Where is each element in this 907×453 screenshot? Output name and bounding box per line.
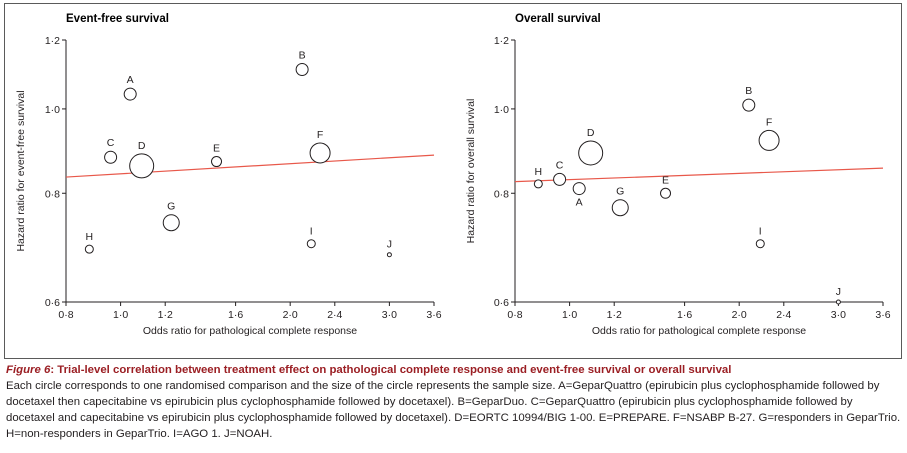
point-g — [162, 214, 180, 232]
chart-panel-2: Overall survival 0·8 1·0 1·2 1·6 2·0 2·4 3·0 3·6… — [465, 13, 891, 337]
y-tick-label: 1·2 — [494, 35, 509, 47]
point-f — [309, 142, 331, 164]
point-label-f: F — [766, 116, 772, 128]
point-e — [660, 187, 672, 199]
figure-plots: Event-free survival 0·8 1·0 1·2 1·6 2·0 2·4 3·0… — [15, 13, 891, 337]
figure-caption: Figure 6: Trial-level correlation betwee… — [6, 362, 902, 442]
point-h — [84, 244, 94, 254]
point-label-j: J — [836, 286, 841, 298]
figure-title-text: : Trial-level correlation between treatm… — [50, 364, 732, 376]
x-tick-label: 2·0 — [732, 309, 747, 321]
point-h — [533, 179, 543, 189]
point-label-j: J — [387, 239, 392, 251]
chart-title: Event-free survival — [66, 13, 169, 25]
y-tick-label: 0·8 — [494, 188, 509, 200]
caption-body: Each circle corresponds to one randomise… — [6, 380, 901, 440]
x-tick-label: 1·2 — [158, 309, 173, 321]
x-tick-label: 1·6 — [228, 309, 243, 321]
point-label-f: F — [317, 129, 323, 141]
x-tick-label: 0·8 — [507, 309, 522, 321]
point-e — [211, 156, 223, 168]
point-label-c: C — [107, 137, 115, 149]
point-label-b: B — [745, 85, 752, 97]
point-b — [742, 98, 756, 112]
x-tick-label: 0·8 — [58, 309, 73, 321]
x-tick-label: 1·2 — [607, 309, 622, 321]
caption-heading: Figure 6: Trial-level correlation betwee… — [6, 362, 902, 378]
point-label-g: G — [167, 201, 175, 213]
point-label-d: D — [587, 127, 595, 139]
point-label-c: C — [556, 159, 564, 171]
regression-line — [514, 167, 884, 183]
x-tick-label: 3·6 — [426, 309, 441, 321]
y-tick-label: 0·6 — [45, 297, 60, 309]
x-tick-label: 1·6 — [677, 309, 692, 321]
point-label-h: H — [86, 231, 94, 243]
figure-label: Figure 6 — [6, 364, 51, 376]
point-d — [129, 153, 155, 179]
x-tick-label: 2·0 — [283, 309, 298, 321]
point-label-i: I — [310, 226, 313, 238]
point-c — [104, 150, 118, 164]
point-label-e: E — [662, 174, 669, 186]
point-label-a: A — [127, 74, 134, 86]
point-d — [578, 140, 604, 166]
x-tick-label: 2·4 — [327, 309, 342, 321]
y-tick-label: 0·6 — [494, 297, 509, 309]
y-tick-label: 1·0 — [45, 104, 60, 116]
x-tick-label: 3·0 — [382, 309, 397, 321]
point-label-a: A — [576, 197, 583, 209]
point-label-i: I — [759, 226, 762, 238]
x-tick-label: 3·0 — [831, 309, 846, 321]
chart-title: Overall survival — [515, 13, 601, 25]
point-i — [306, 239, 316, 249]
x-tick-label: 3·6 — [875, 309, 890, 321]
y-axis-label: Hazard ratio for event-free survival — [15, 90, 27, 251]
point-f — [758, 129, 780, 151]
point-j — [835, 299, 841, 305]
point-i — [755, 239, 765, 249]
y-tick-label: 1·0 — [494, 104, 509, 116]
x-axis-label: Odds ratio for pathological complete res… — [143, 325, 357, 337]
point-a — [572, 182, 586, 196]
point-c — [553, 172, 567, 186]
point-label-g: G — [616, 186, 624, 198]
point-a — [123, 87, 137, 101]
x-tick-label: 1·0 — [113, 309, 128, 321]
x-axis-label: Odds ratio for pathological complete res… — [592, 325, 806, 337]
y-tick-label: 0·8 — [45, 188, 60, 200]
chart-panel-1: Event-free survival 0·8 1·0 1·2 1·6 2·0 2·4 3·0… — [15, 13, 442, 337]
point-b — [295, 62, 309, 76]
figure-frame — [4, 3, 902, 359]
y-tick-label: 1·2 — [45, 35, 60, 47]
point-label-b: B — [299, 49, 306, 61]
x-tick-label: 1·0 — [562, 309, 577, 321]
y-axis-label: Hazard ratio for overall survival — [465, 99, 477, 244]
point-g — [611, 199, 629, 217]
point-label-e: E — [213, 143, 220, 155]
point-label-h: H — [535, 166, 543, 178]
point-label-d: D — [138, 140, 146, 152]
figure-title: Figure 6: Trial-level correlation betwee… — [6, 364, 731, 376]
x-tick-label: 2·4 — [776, 309, 791, 321]
regression-line — [65, 154, 435, 178]
point-j — [386, 252, 392, 258]
